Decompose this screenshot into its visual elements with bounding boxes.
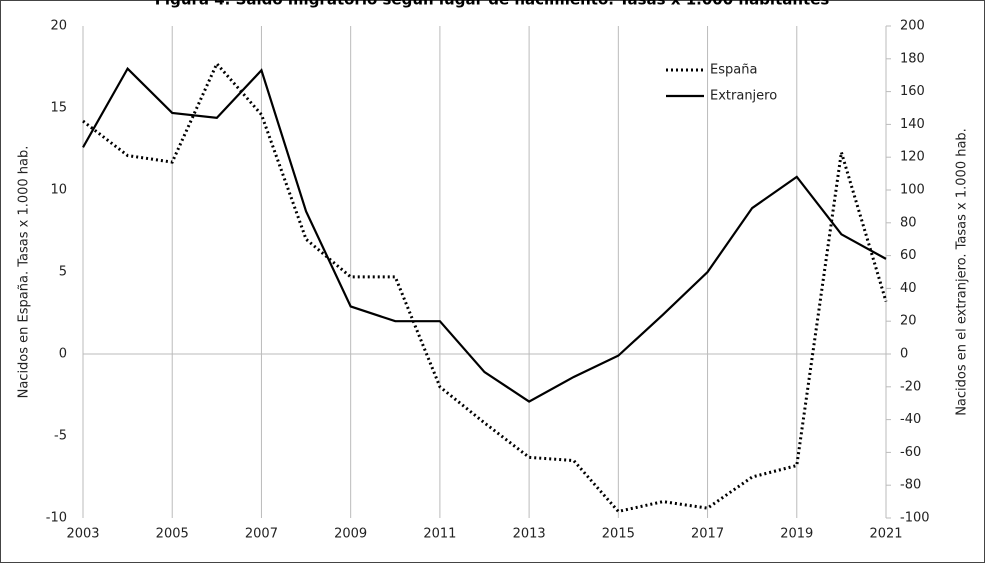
x-tick-label: 2017 xyxy=(691,527,724,542)
legend-label: España xyxy=(710,63,757,78)
series-line xyxy=(82,66,887,403)
y2-tick-label: 40 xyxy=(900,281,917,296)
x-tick-label: 2013 xyxy=(513,527,546,542)
y2-tick-label: 120 xyxy=(900,150,925,165)
x-tick-label: 2007 xyxy=(245,527,278,542)
series-line xyxy=(82,60,888,514)
y-tick-label: 20 xyxy=(50,19,67,34)
y2-tick-label: -80 xyxy=(900,478,921,493)
y-tick-label: -10 xyxy=(46,511,67,526)
y2-tick-label: 140 xyxy=(900,117,925,132)
y2-tick-label: -20 xyxy=(900,379,921,394)
y2-tick-label: -100 xyxy=(900,511,930,526)
y2-tick-label: -40 xyxy=(900,412,921,427)
y-tick-label: 0 xyxy=(59,347,67,362)
x-tick-label: 2011 xyxy=(423,527,456,542)
y2-tick-label: 0 xyxy=(900,347,908,362)
x-tick-label: 2003 xyxy=(66,527,99,542)
y2-tick-label: 60 xyxy=(900,248,917,263)
x-tick-label: 2021 xyxy=(869,527,902,542)
x-tick-label: 2005 xyxy=(156,527,189,542)
y2-tick-label: 160 xyxy=(900,84,925,99)
y2-tick-label: 80 xyxy=(900,215,917,230)
y-tick-label: 10 xyxy=(50,183,67,198)
y2-axis-label: Nacidos en el extranjero. Tasas x 1.000 … xyxy=(955,128,970,416)
y-tick-label: 5 xyxy=(59,265,67,280)
legend-label: Extranjero xyxy=(710,89,777,104)
x-tick-label: 2009 xyxy=(334,527,367,542)
y2-tick-label: -60 xyxy=(900,445,921,460)
y2-tick-label: 180 xyxy=(900,51,925,66)
x-tick-label: 2015 xyxy=(602,527,635,542)
y-tick-label: -5 xyxy=(54,429,67,444)
x-tick-label: 2019 xyxy=(780,527,813,542)
y2-tick-label: 20 xyxy=(900,314,917,329)
y-tick-label: 15 xyxy=(50,101,67,116)
y2-tick-label: 200 xyxy=(900,19,925,34)
chart-title: Figura 4. Saldo migratorio según lugar d… xyxy=(155,0,830,9)
y-axis-label: Nacidos en España. Tasas x 1.000 hab. xyxy=(17,146,32,399)
y2-tick-label: 100 xyxy=(900,183,925,198)
